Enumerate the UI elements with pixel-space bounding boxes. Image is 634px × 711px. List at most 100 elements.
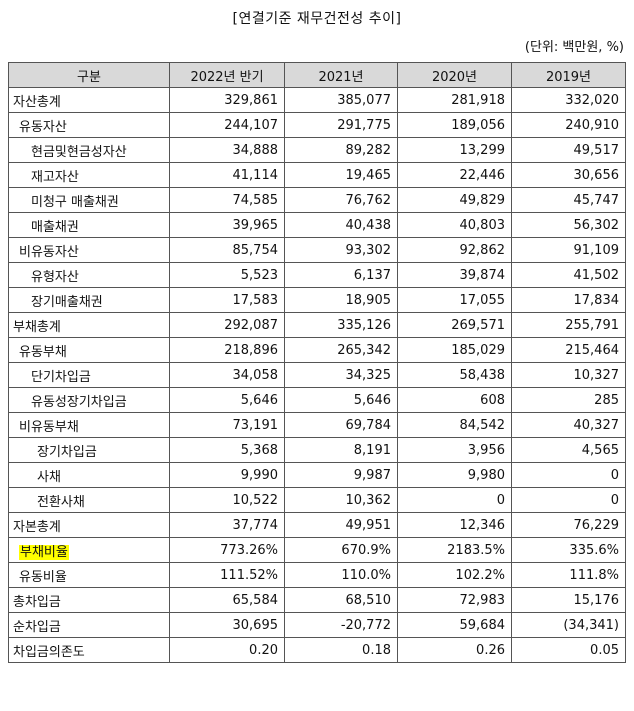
table-row: 부채총계 292,087 335,126 269,571 255,791 <box>8 312 626 338</box>
row-label: 총차입금 <box>8 587 170 613</box>
cell-value: 329,861 <box>169 87 285 113</box>
cell-value: 244,107 <box>169 112 285 138</box>
cell-value: 69,784 <box>284 412 398 438</box>
table-row: 부채비율 773.26% 670.9% 2183.5% 335.6% <box>8 537 626 563</box>
cell-value: 0.18 <box>284 637 398 663</box>
row-label: 자본총계 <box>8 512 170 538</box>
table-row: 장기매출채권 17,583 18,905 17,055 17,834 <box>8 287 626 313</box>
table-row: 유동자산 244,107 291,775 189,056 240,910 <box>8 112 626 138</box>
table-row: 현금및현금성자산 34,888 89,282 13,299 49,517 <box>8 137 626 163</box>
cell-value: 0.20 <box>169 637 285 663</box>
row-label: 순차입금 <box>8 612 170 638</box>
header-2020: 2020년 <box>397 62 512 88</box>
cell-value: 269,571 <box>397 312 512 338</box>
cell-value: 12,346 <box>397 512 512 538</box>
cell-value: 73,191 <box>169 412 285 438</box>
cell-value: 0 <box>511 462 626 488</box>
cell-value: 49,951 <box>284 512 398 538</box>
cell-value: 76,762 <box>284 187 398 213</box>
cell-value: 40,438 <box>284 212 398 238</box>
cell-value: 189,056 <box>397 112 512 138</box>
cell-value: (34,341) <box>511 612 626 638</box>
cell-value: 2183.5% <box>397 537 512 563</box>
cell-value: 40,803 <box>397 212 512 238</box>
cell-value: 49,829 <box>397 187 512 213</box>
cell-value: 240,910 <box>511 112 626 138</box>
cell-value: 34,325 <box>284 362 398 388</box>
row-label: 미청구 매출채권 <box>8 187 170 213</box>
cell-value: 5,523 <box>169 262 285 288</box>
table-row: 자산총계 329,861 385,077 281,918 332,020 <box>8 87 626 113</box>
header-2022-half: 2022년 반기 <box>169 62 285 88</box>
cell-value: 773.26% <box>169 537 285 563</box>
cell-value: 41,502 <box>511 262 626 288</box>
cell-value: 608 <box>397 387 512 413</box>
cell-value: 3,956 <box>397 437 512 463</box>
cell-value: 0 <box>511 487 626 513</box>
row-label: 유동성장기차입금 <box>8 387 170 413</box>
row-label: 장기차입금 <box>8 437 170 463</box>
cell-value: 85,754 <box>169 237 285 263</box>
row-label: 유동부채 <box>8 337 170 363</box>
highlighted-label: 부채비율 <box>19 544 69 560</box>
row-label: 부채총계 <box>8 312 170 338</box>
cell-value: 68,510 <box>284 587 398 613</box>
cell-value: 111.8% <box>511 562 626 588</box>
cell-value: 0.05 <box>511 637 626 663</box>
cell-value: 72,983 <box>397 587 512 613</box>
row-label: 차입금의존도 <box>8 637 170 663</box>
cell-value: 17,055 <box>397 287 512 313</box>
row-label: 장기매출채권 <box>8 287 170 313</box>
table-row: 매출채권 39,965 40,438 40,803 56,302 <box>8 212 626 238</box>
cell-value: 65,584 <box>169 587 285 613</box>
table-row: 비유동부채 73,191 69,784 84,542 40,327 <box>8 412 626 438</box>
cell-value: 76,229 <box>511 512 626 538</box>
row-label: 유형자산 <box>8 262 170 288</box>
cell-value: 74,585 <box>169 187 285 213</box>
cell-value: 281,918 <box>397 87 512 113</box>
table-body: 자산총계 329,861 385,077 281,918 332,020 유동자… <box>8 87 626 663</box>
cell-value: 17,834 <box>511 287 626 313</box>
cell-value: 41,114 <box>169 162 285 188</box>
cell-value: 10,327 <box>511 362 626 388</box>
row-label: 부채비율 <box>8 537 170 563</box>
cell-value: 15,176 <box>511 587 626 613</box>
table-row: 순차입금 30,695 -20,772 59,684 (34,341) <box>8 612 626 638</box>
cell-value: 10,362 <box>284 487 398 513</box>
financial-table: 구분 2022년 반기 2021년 2020년 2019년 자산총계 329,8… <box>8 62 626 663</box>
table-row: 총차입금 65,584 68,510 72,983 15,176 <box>8 587 626 613</box>
cell-value: 45,747 <box>511 187 626 213</box>
cell-value: 89,282 <box>284 137 398 163</box>
cell-value: 285 <box>511 387 626 413</box>
cell-value: 292,087 <box>169 312 285 338</box>
cell-value: 185,029 <box>397 337 512 363</box>
row-label: 재고자산 <box>8 162 170 188</box>
cell-value: 84,542 <box>397 412 512 438</box>
table-row: 비유동자산 85,754 93,302 92,862 91,109 <box>8 237 626 263</box>
header-category: 구분 <box>8 62 170 88</box>
table-row: 유동부채 218,896 265,342 185,029 215,464 <box>8 337 626 363</box>
cell-value: 91,109 <box>511 237 626 263</box>
cell-value: 49,517 <box>511 137 626 163</box>
table-row: 유동성장기차입금 5,646 5,646 608 285 <box>8 387 626 413</box>
row-label: 사채 <box>8 462 170 488</box>
cell-value: 5,646 <box>284 387 398 413</box>
table-row: 유동비율 111.52% 110.0% 102.2% 111.8% <box>8 562 626 588</box>
cell-value: 218,896 <box>169 337 285 363</box>
cell-value: 265,342 <box>284 337 398 363</box>
cell-value: 58,438 <box>397 362 512 388</box>
table-row: 차입금의존도 0.20 0.18 0.26 0.05 <box>8 637 626 663</box>
cell-value: 0.26 <box>397 637 512 663</box>
cell-value: 19,465 <box>284 162 398 188</box>
unit-note: (단위: 백만원, %) <box>524 40 624 55</box>
cell-value: 215,464 <box>511 337 626 363</box>
cell-value: 40,327 <box>511 412 626 438</box>
cell-value: 13,299 <box>397 137 512 163</box>
header-2019: 2019년 <box>511 62 626 88</box>
row-label: 비유동부채 <box>8 412 170 438</box>
table-row: 사채 9,990 9,987 9,980 0 <box>8 462 626 488</box>
cell-value: 18,905 <box>284 287 398 313</box>
row-label: 유동자산 <box>8 112 170 138</box>
cell-value: 17,583 <box>169 287 285 313</box>
table-row: 자본총계 37,774 49,951 12,346 76,229 <box>8 512 626 538</box>
